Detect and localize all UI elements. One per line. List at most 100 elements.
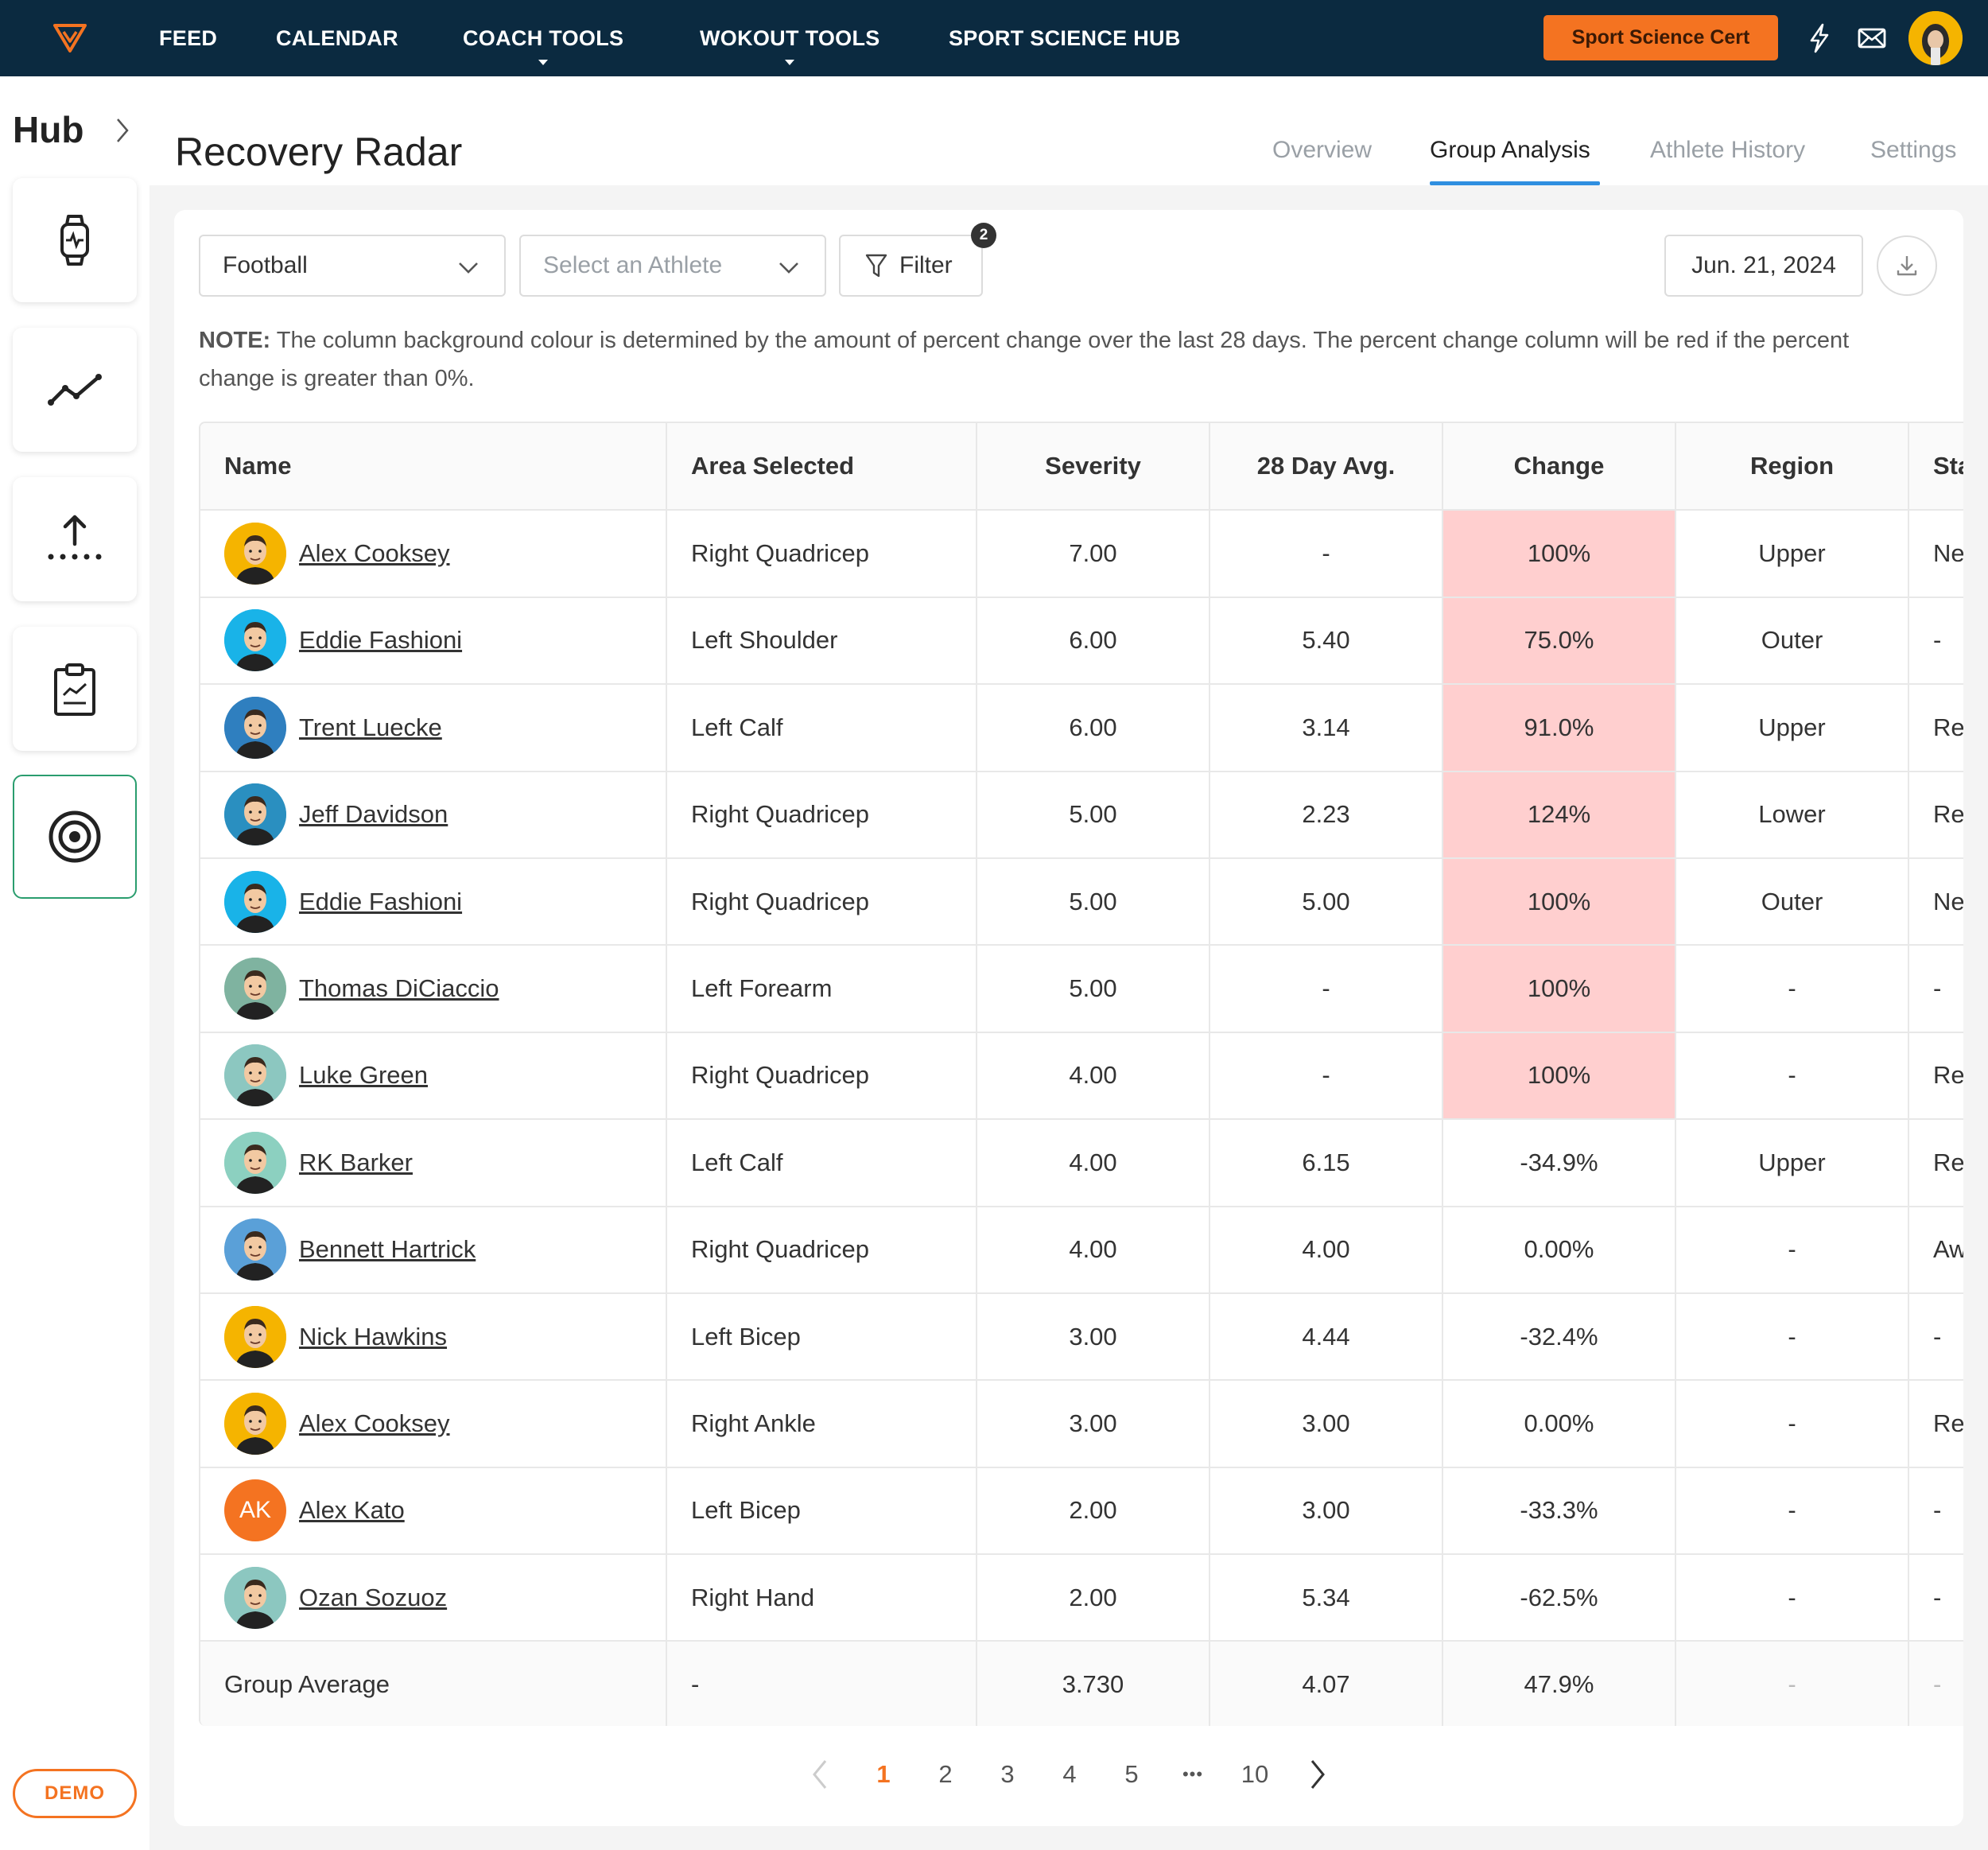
page-ellipsis[interactable]: •••: [1182, 1764, 1204, 1784]
nav-coach-tools[interactable]: COACH TOOLS: [463, 0, 623, 76]
avatar[interactable]: [224, 1305, 286, 1368]
athlete-name-link[interactable]: Trent Luecke: [299, 713, 442, 741]
athlete-name-link[interactable]: RK Barker: [299, 1148, 413, 1176]
tab-group-analysis[interactable]: Group Analysis: [1430, 137, 1590, 163]
status-cell: -: [1908, 597, 1963, 686]
col-region[interactable]: Region: [1675, 423, 1909, 511]
avatar[interactable]: [224, 958, 286, 1020]
user-avatar[interactable]: [1908, 11, 1963, 65]
sidebar-item-reports[interactable]: [13, 627, 137, 751]
caret-down-icon: [785, 60, 795, 65]
severity-cell: 6.00: [977, 597, 1210, 686]
nav-sport-science-hub[interactable]: SPORT SCIENCE HUB: [949, 25, 1181, 50]
avatar[interactable]: [224, 783, 286, 846]
nav-workout-tools[interactable]: WOKOUT TOOLS: [700, 0, 880, 76]
athlete-name-link[interactable]: Bennett Hartrick: [299, 1235, 476, 1264]
avatar[interactable]: [224, 696, 286, 759]
mail-icon[interactable]: [1856, 22, 1888, 54]
brand-logo-icon[interactable]: [52, 22, 87, 54]
avatar[interactable]: [224, 609, 286, 672]
athlete-name-link[interactable]: Alex Kato: [299, 1496, 405, 1525]
table-row[interactable]: Thomas DiCiaccio Left Forearm 5.00-100% - -: [200, 945, 1963, 1033]
lightning-icon[interactable]: [1804, 22, 1835, 54]
area-cell: Right Quadricep: [666, 1206, 977, 1294]
user-avatar-icon: [1908, 11, 1963, 65]
athlete-face-icon: [224, 696, 286, 759]
page-2[interactable]: 2: [938, 1760, 953, 1788]
sidebar-item-recovery-radar[interactable]: [13, 775, 137, 899]
chevron-down-icon: [459, 262, 478, 274]
chevron-right-icon[interactable]: [113, 116, 132, 145]
hub-title: Hub: [13, 109, 84, 150]
region-cell: -: [1675, 1380, 1909, 1468]
nav-feed[interactable]: FEED: [159, 25, 218, 50]
avatar[interactable]: [224, 1392, 286, 1455]
active-tab-indicator: [1430, 181, 1600, 185]
table-row[interactable]: RK Barker Left Calf 4.00 6.15 -34.9% Upper Re: [200, 1119, 1963, 1207]
tab-settings[interactable]: Settings: [1870, 137, 1957, 163]
table-row[interactable]: Eddie Fashioni Left Shoulder 6.00 5.40 75.0%…: [200, 597, 1963, 686]
sport-select[interactable]: Football: [199, 235, 506, 297]
sidebar-item-upload[interactable]: [13, 477, 137, 601]
table-row[interactable]: Trent Luecke Left Calf 6.00 3.14 91.0% Upper R…: [200, 684, 1963, 772]
next-page-icon[interactable]: [1303, 1755, 1331, 1794]
athlete-face-icon: [224, 1044, 286, 1107]
region-cell: -: [1675, 1032, 1909, 1121]
avatar[interactable]: [224, 1044, 286, 1107]
download-button[interactable]: [1877, 235, 1937, 296]
tab-overview[interactable]: Overview: [1272, 137, 1373, 163]
col-28-day-avg[interactable]: 28 Day Avg.: [1209, 423, 1443, 511]
page-1[interactable]: 1: [876, 1760, 891, 1788]
col-severity[interactable]: Severity: [977, 423, 1210, 511]
prev-page-icon[interactable]: [806, 1755, 835, 1794]
table-row[interactable]: Ozan Sozuoz Right Hand 2.00 5.34 -62.5% - -: [200, 1554, 1963, 1642]
page-3[interactable]: 3: [1000, 1760, 1015, 1788]
athlete-face-icon: [224, 1218, 286, 1281]
table-row[interactable]: Alex Cooksey Right Ankle 3.00 3.00 0.00% - Re: [200, 1380, 1963, 1468]
page-4[interactable]: 4: [1062, 1760, 1077, 1788]
severity-cell: 4.00: [977, 1119, 1210, 1207]
avatar[interactable]: [224, 1566, 286, 1629]
avatar[interactable]: [224, 1218, 286, 1281]
athlete-select[interactable]: Select an Athlete: [519, 235, 826, 297]
avatar[interactable]: [224, 870, 286, 933]
col-status[interactable]: Sta: [1908, 423, 1963, 511]
athlete-name-link[interactable]: Ozan Sozuoz: [299, 1583, 448, 1611]
athlete-name-link[interactable]: Eddie Fashioni: [299, 626, 463, 655]
athlete-name-link[interactable]: Eddie Fashioni: [299, 887, 463, 915]
sport-science-cert-button[interactable]: Sport Science Cert: [1543, 15, 1778, 60]
col-name[interactable]: Name: [200, 423, 667, 511]
change-cell: -33.3%: [1442, 1467, 1676, 1556]
nav-calendar[interactable]: CALENDAR: [276, 25, 398, 50]
avatar[interactable]: [224, 1131, 286, 1194]
athlete-name-link[interactable]: Nick Hawkins: [299, 1322, 448, 1351]
table-row[interactable]: Luke Green Right Quadricep 4.00-100% - Re: [200, 1032, 1963, 1121]
table-row[interactable]: Alex Cooksey Right Quadricep 7.00-100% Uppe…: [200, 510, 1963, 598]
filter-button[interactable]: Filter: [839, 235, 983, 297]
tab-athlete-history[interactable]: Athlete History: [1650, 137, 1806, 163]
sidebar-item-trends[interactable]: [13, 328, 137, 452]
page-5[interactable]: 5: [1124, 1760, 1139, 1788]
change-cell: 75.0%: [1442, 597, 1676, 686]
col-change[interactable]: Change: [1442, 423, 1676, 511]
table-row[interactable]: AK Alex Kato Left Bicep 2.00 3.00 -33.3% - -: [200, 1467, 1963, 1556]
table-row[interactable]: Nick Hawkins Left Bicep 3.00 4.44 -32.4% - -: [200, 1292, 1963, 1382]
area-cell: Left Forearm: [666, 945, 977, 1033]
table-row[interactable]: Eddie Fashioni Right Quadricep 5.00 5.00 100…: [200, 857, 1963, 946]
avg-cell: 6.15: [1209, 1119, 1443, 1207]
athlete-name-link[interactable]: Alex Cooksey: [299, 539, 450, 568]
avatar[interactable]: [224, 523, 286, 585]
status-cell: Aw: [1908, 1206, 1963, 1294]
col-area[interactable]: Area Selected: [666, 423, 977, 511]
athlete-name-link[interactable]: Luke Green: [299, 1061, 428, 1090]
table-row[interactable]: Bennett Hartrick Right Quadricep 4.00 4.00 0…: [200, 1206, 1963, 1294]
athlete-name-link[interactable]: Thomas DiCiaccio: [299, 974, 499, 1003]
athlete-name-link[interactable]: Alex Cooksey: [299, 1409, 450, 1437]
avatar[interactable]: AK: [224, 1479, 286, 1542]
page-10[interactable]: 10: [1241, 1760, 1269, 1788]
athlete-name-link[interactable]: Jeff Davidson: [299, 800, 448, 829]
table-row[interactable]: Jeff Davidson Right Quadricep 5.00 2.23 124%…: [200, 771, 1963, 859]
date-picker[interactable]: Jun. 21, 2024: [1664, 235, 1863, 297]
demo-badge[interactable]: DEMO: [13, 1769, 137, 1818]
sidebar-item-wearables[interactable]: [13, 178, 137, 302]
